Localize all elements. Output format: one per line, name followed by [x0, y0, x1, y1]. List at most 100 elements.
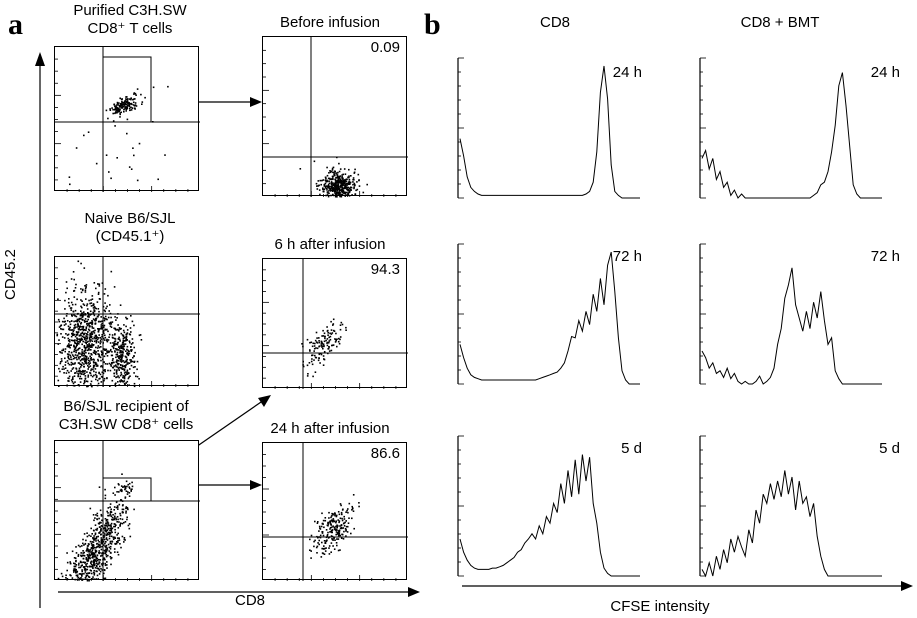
event-dot [326, 174, 329, 177]
event-dot [99, 565, 101, 568]
event-dot [325, 194, 327, 197]
event-dot [110, 348, 112, 351]
event-dot [331, 538, 334, 541]
event-dot [129, 333, 132, 336]
event-dot [111, 379, 114, 382]
event-dot [335, 193, 337, 196]
event-dot [121, 102, 123, 104]
event-dot [88, 556, 91, 559]
event-dot [325, 339, 327, 342]
event-dot [83, 353, 86, 355]
event-dot [59, 361, 62, 363]
event-dot [90, 349, 92, 351]
event-dot [84, 287, 87, 290]
event-dot [65, 281, 68, 283]
event-dot [88, 299, 90, 302]
event-dot [88, 553, 91, 555]
event-dot [95, 371, 97, 374]
event-dot [72, 333, 75, 335]
event-dot [108, 546, 111, 549]
event-dot [88, 352, 90, 355]
event-dot [91, 353, 93, 356]
event-dot [336, 175, 339, 177]
event-dot [119, 543, 121, 545]
event-dot [105, 522, 107, 525]
event-dot [61, 360, 63, 362]
event-dot [96, 338, 99, 341]
event-dot [113, 369, 116, 371]
event-dot [111, 107, 113, 109]
event-dot [95, 514, 97, 516]
gate-box [102, 56, 152, 123]
event-dot [93, 535, 95, 537]
event-dot [84, 341, 86, 343]
event-dot [104, 339, 106, 341]
event-dot [83, 363, 85, 365]
event-dot [109, 108, 111, 110]
event-dot [63, 321, 66, 323]
panel-b-letter: b [424, 8, 441, 41]
event-dot [125, 359, 128, 362]
event-dot [113, 344, 115, 347]
event-dot [98, 561, 100, 563]
panel-a-letter: a [8, 8, 23, 41]
event-dot [61, 320, 64, 323]
event-dot [109, 385, 111, 387]
event-dot [125, 360, 127, 363]
event-dot [95, 556, 98, 559]
event-dot [342, 192, 345, 194]
event-dot [353, 186, 355, 188]
event-dot [104, 497, 107, 500]
event-dot [97, 358, 99, 361]
event-dot [338, 181, 341, 184]
event-dot [329, 520, 331, 522]
event-dot [130, 97, 132, 99]
left-title-2-line1: Naive B6/SJL [84, 210, 176, 227]
event-dot [113, 525, 115, 528]
event-dot [322, 188, 324, 191]
event-dot [84, 568, 86, 570]
event-dot [103, 330, 105, 332]
event-dot [111, 321, 114, 323]
event-dot [333, 185, 336, 188]
event-dot [115, 371, 118, 373]
event-dot [90, 357, 92, 359]
event-dot [103, 536, 105, 539]
event-dot [130, 315, 132, 317]
event-dot [326, 185, 329, 187]
event-dot [82, 557, 85, 560]
event-dot [117, 107, 120, 110]
event-dot [105, 329, 107, 331]
event-dot [75, 283, 77, 286]
left-title-2: Naive B6/SJL (CD45.1⁺) [40, 210, 220, 246]
event-dot [83, 373, 85, 375]
event-dot [87, 376, 89, 378]
event-dot [335, 339, 337, 342]
event-dot [87, 549, 90, 551]
event-dot [83, 357, 85, 359]
event-dot [89, 365, 92, 367]
left-title-3-line2: C3H.SW CD8⁺ cells [58, 416, 194, 433]
event-dot [324, 550, 327, 552]
event-dot [100, 365, 103, 367]
event-dot [118, 369, 120, 371]
event-dot [350, 186, 352, 189]
event-dot [78, 369, 81, 371]
event-dot [319, 352, 322, 355]
event-dot [124, 487, 127, 490]
event-dot [347, 511, 349, 514]
event-dot [103, 319, 106, 322]
event-dot [101, 564, 104, 567]
event-dot [128, 350, 130, 353]
event-dot [114, 342, 116, 345]
event-dot [91, 549, 94, 552]
event-dot [334, 182, 336, 185]
event-dot [102, 534, 105, 537]
event-dot [97, 350, 99, 352]
event-dot [98, 546, 101, 549]
event-dot [94, 532, 97, 535]
event-dot [93, 539, 96, 541]
event-dot [333, 520, 336, 523]
event-dot [121, 100, 123, 103]
event-dot [105, 109, 108, 112]
